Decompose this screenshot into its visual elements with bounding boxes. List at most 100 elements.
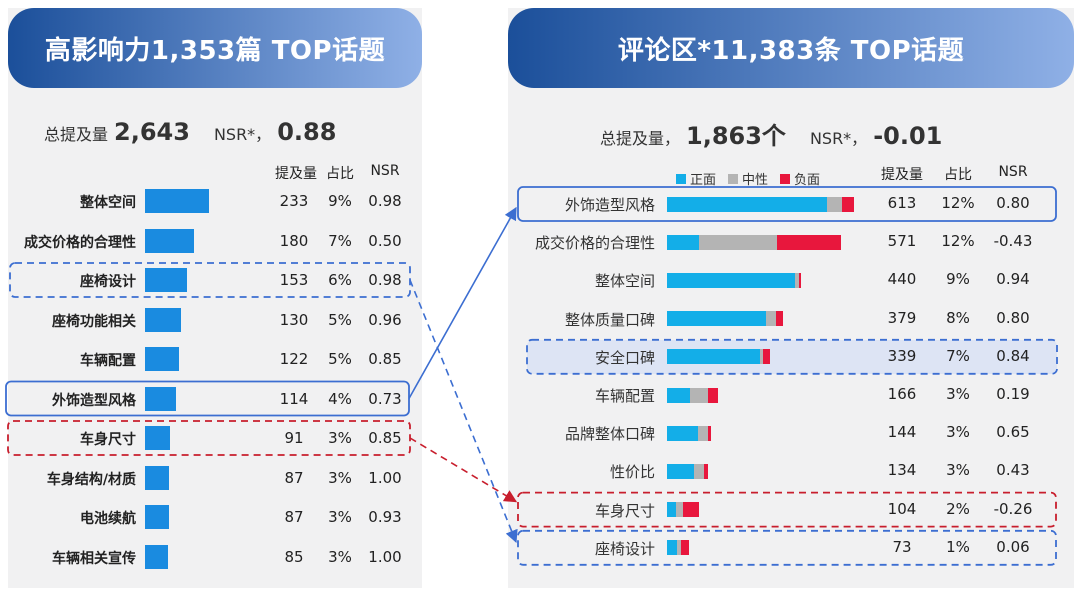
bar-neutral bbox=[694, 463, 704, 479]
mention-count: 166 bbox=[887, 385, 917, 403]
mention-count: 87 bbox=[284, 508, 304, 526]
bar bbox=[145, 228, 195, 253]
row-label: 车辆配置 bbox=[80, 353, 136, 369]
left-panel bbox=[8, 8, 422, 588]
mention-count: 91 bbox=[284, 429, 304, 447]
bar bbox=[145, 347, 179, 371]
nsr-value: -0.26 bbox=[993, 499, 1033, 518]
row-label: 整体空间 bbox=[80, 195, 136, 211]
share-value: 5% bbox=[328, 310, 352, 329]
highlight-box-seat-design bbox=[9, 262, 411, 298]
nsr-value: 0.98 bbox=[368, 192, 402, 210]
share-value: 3% bbox=[946, 423, 970, 442]
nsr-label: NSR*， bbox=[809, 129, 868, 148]
nsr-value: 0.43 bbox=[996, 461, 1030, 480]
right-panel bbox=[508, 8, 1074, 588]
mention-count: 153 bbox=[279, 271, 309, 289]
nsr-value: 0.94 bbox=[996, 270, 1030, 289]
mention-count: 134 bbox=[887, 461, 917, 480]
mention-count: 379 bbox=[887, 308, 917, 327]
legend: 正面 中性 负面 bbox=[676, 169, 820, 188]
bar-positive bbox=[667, 349, 761, 365]
row-label: 成交价格的合理性 bbox=[24, 234, 136, 251]
mention-count: 571 bbox=[887, 232, 917, 251]
nsr-value: 0.80 bbox=[996, 194, 1030, 212]
bar-neutral bbox=[766, 311, 777, 327]
nsr-value: 0.06 bbox=[996, 537, 1030, 556]
bar-negative bbox=[683, 502, 699, 518]
nsr-value: 1.00 bbox=[368, 547, 402, 566]
nsr-value: 0.88 bbox=[277, 118, 337, 146]
row-label: 整体空间 bbox=[594, 272, 655, 291]
bar-negative bbox=[776, 311, 783, 327]
legend-label-negative: 负面 bbox=[794, 173, 821, 188]
share-value: 1% bbox=[946, 537, 970, 556]
bar-negative bbox=[703, 463, 708, 479]
share-value: 7% bbox=[946, 346, 970, 365]
bar-neutral bbox=[698, 234, 778, 250]
row-label: 车身结构/材质 bbox=[46, 471, 136, 488]
row-label: 电池续航 bbox=[80, 511, 136, 527]
row-label: 外饰造型风格 bbox=[564, 196, 655, 214]
right-summary: 总提及量， 1,863个 NSR*， -0.01 bbox=[600, 116, 948, 151]
column-header: 占比 bbox=[944, 167, 972, 183]
share-value: 4% bbox=[328, 389, 352, 408]
connector-seat-design bbox=[409, 279, 518, 543]
mention-count: 180 bbox=[279, 231, 309, 250]
legend-swatch-negative bbox=[780, 173, 791, 184]
bar-positive bbox=[667, 425, 698, 441]
share-value: 3% bbox=[946, 461, 970, 480]
nsr-value: 0.85 bbox=[368, 429, 402, 447]
share-value: 3% bbox=[328, 429, 352, 447]
nsr-value: 1.00 bbox=[368, 468, 402, 487]
bar-neutral bbox=[676, 502, 684, 518]
bar bbox=[145, 386, 177, 411]
bar bbox=[145, 268, 188, 292]
share-value: 2% bbox=[946, 499, 970, 518]
share-value: 12% bbox=[941, 194, 975, 212]
mention-count: 87 bbox=[284, 468, 304, 487]
row-label: 性价比 bbox=[609, 463, 655, 482]
right-header: 评论区*11,383条 TOP话题 bbox=[508, 8, 1074, 88]
highlight-box-safety bbox=[526, 338, 1058, 375]
connector-body-size bbox=[409, 437, 518, 503]
left-summary: 总提及量 2,643 NSR*， 0.88 bbox=[44, 118, 342, 146]
share-value: 3% bbox=[328, 547, 352, 566]
nsr-value: 0.73 bbox=[368, 389, 402, 408]
share-value: 6% bbox=[328, 271, 352, 289]
row-label: 座椅设计 bbox=[80, 274, 136, 290]
nsr-value: 0.98 bbox=[368, 271, 402, 289]
total-mentions-label: 总提及量， bbox=[600, 129, 681, 148]
legend-label-neutral: 中性 bbox=[742, 173, 769, 188]
nsr-label: NSR*， bbox=[213, 125, 272, 144]
share-value: 12% bbox=[941, 232, 975, 251]
row-label: 成交价格的合理性 bbox=[534, 234, 655, 253]
nsr-value: 0.96 bbox=[368, 310, 402, 329]
bar-negative bbox=[707, 425, 711, 441]
share-value: 8% bbox=[946, 308, 970, 327]
nsr-value: 0.93 bbox=[368, 508, 402, 526]
share-value: 3% bbox=[946, 385, 970, 403]
row-label: 安全口碑 bbox=[594, 348, 655, 367]
share-value: 5% bbox=[328, 350, 352, 368]
row-label: 车身尺寸 bbox=[80, 432, 136, 448]
legend-swatch-neutral bbox=[728, 173, 739, 184]
bar-positive bbox=[667, 540, 678, 556]
total-mentions-value: 1,863个 bbox=[686, 122, 786, 150]
nsr-value: 0.84 bbox=[996, 346, 1030, 365]
nsr-value: 0.65 bbox=[996, 423, 1030, 442]
mention-count: 440 bbox=[887, 270, 917, 289]
bar-negative bbox=[708, 387, 718, 403]
bar-positive bbox=[667, 463, 695, 479]
bar-positive bbox=[667, 311, 767, 327]
highlight-box-exterior-style bbox=[517, 186, 1057, 222]
column-header: NSR bbox=[998, 164, 1028, 180]
column-header: 提及量 bbox=[881, 167, 923, 183]
row-label: 座椅设计 bbox=[594, 539, 655, 558]
nsr-value: 0.85 bbox=[368, 350, 402, 368]
mention-count: 130 bbox=[279, 310, 309, 329]
row-label: 车辆配置 bbox=[594, 387, 655, 405]
legend-swatch-positive bbox=[676, 173, 686, 184]
column-header: NSR bbox=[370, 163, 400, 179]
